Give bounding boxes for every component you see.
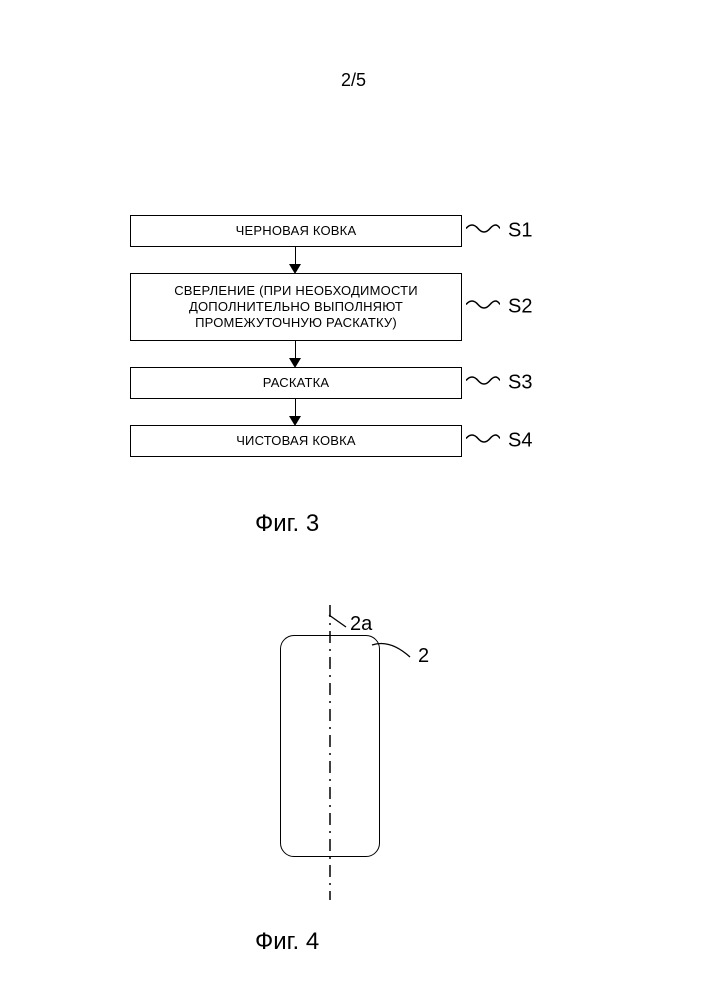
step-label: S2 <box>508 296 532 319</box>
flowchart-fig3: ЧЕРНОВАЯ КОВКА S1 СВЕРЛЕНИЕ (ПРИ НЕОБХОДИ… <box>130 215 460 457</box>
leader-squiggle <box>466 222 500 236</box>
flow-step-s1: ЧЕРНОВАЯ КОВКА S1 <box>130 215 460 247</box>
leader-squiggle <box>466 432 500 446</box>
leader-line <box>466 298 500 317</box>
page: 2/5 ЧЕРНОВАЯ КОВКА S1 СВЕРЛЕНИЕ (ПРИ НЕОБ… <box>0 0 707 1000</box>
caption-fig3: Фиг. 3 <box>255 510 319 538</box>
step-label: S3 <box>508 372 532 395</box>
flow-step-s2: СВЕРЛЕНИЕ (ПРИ НЕОБХОДИМОСТИДОПОЛНИТЕЛЬН… <box>130 273 460 341</box>
caption-fig4: Фиг. 4 <box>255 928 319 956</box>
flow-box: РАСКАТКА <box>130 367 462 399</box>
flow-box-text: ЧИСТОВАЯ КОВКА <box>236 433 356 449</box>
leader-line <box>466 222 500 241</box>
step-label: S1 <box>508 220 532 243</box>
flow-box-text: РАСКАТКА <box>263 375 330 391</box>
flow-box-text: СВЕРЛЕНИЕ (ПРИ НЕОБХОДИМОСТИ <box>174 283 418 299</box>
step-label: S4 <box>508 430 532 453</box>
flow-box-text: ЧЕРНОВАЯ КОВКА <box>236 223 357 239</box>
flow-box: ЧЕРНОВАЯ КОВКА <box>130 215 462 247</box>
diagram-fig4: 2a 2 <box>280 605 458 900</box>
leader-line <box>466 432 500 451</box>
leader-line <box>466 374 500 393</box>
flow-step-s3: РАСКАТКА S3 <box>130 367 460 399</box>
page-number: 2/5 <box>0 70 707 91</box>
flow-box: СВЕРЛЕНИЕ (ПРИ НЕОБХОДИМОСТИДОПОЛНИТЕЛЬН… <box>130 273 462 341</box>
leader-squiggle <box>466 298 500 312</box>
flow-step-s4: ЧИСТОВАЯ КОВКА S4 <box>130 425 460 457</box>
flow-box-text: ДОПОЛНИТЕЛЬНО ВЫПОЛНЯЮТ <box>189 299 403 315</box>
flow-box: ЧИСТОВАЯ КОВКА <box>130 425 462 457</box>
lead-lines <box>280 605 478 900</box>
flow-box-text: ПРОМЕЖУТОЧНУЮ РАСКАТКУ) <box>195 315 397 331</box>
ref-label-2a: 2a <box>350 613 372 636</box>
leader-squiggle <box>466 374 500 388</box>
ref-label-2: 2 <box>418 645 429 668</box>
